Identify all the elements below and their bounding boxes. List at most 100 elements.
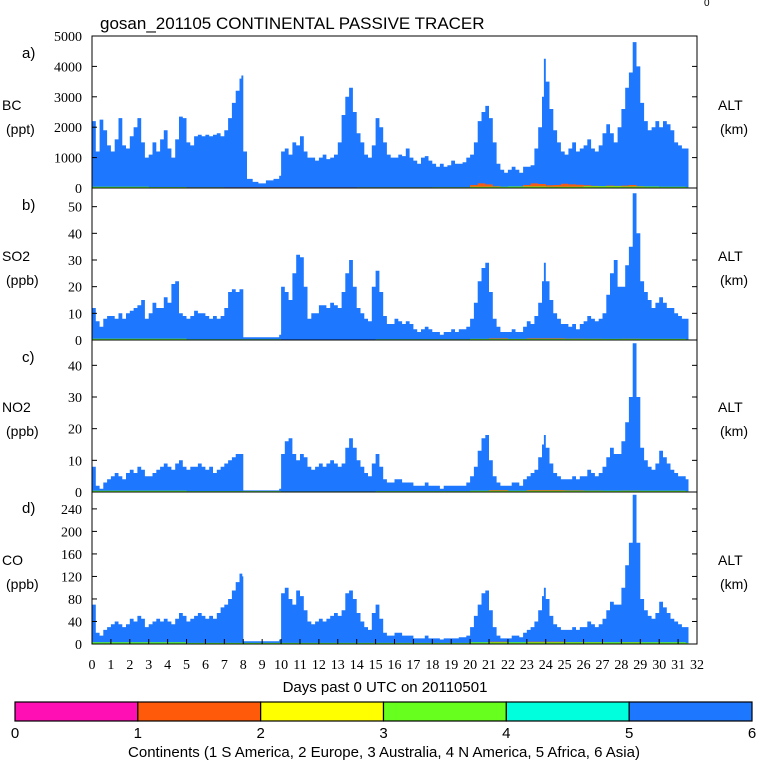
x-tick-label: 31 xyxy=(671,658,685,673)
x-tick-label: 17 xyxy=(406,658,420,673)
x-tick-label: 3 xyxy=(145,658,152,673)
colorbar-swatch-1 xyxy=(14,701,139,722)
colorbar-tick-label: 0 xyxy=(11,725,19,742)
x-tick-label: 14 xyxy=(350,658,364,673)
panels: 010002000300040005000a)BC(ppt)ALT(km)010… xyxy=(2,30,748,653)
x-tick-label: 30 xyxy=(652,658,666,673)
x-tick-label: 13 xyxy=(331,658,345,673)
y-tick-label: 20 xyxy=(68,423,82,438)
y-tick-label: 120 xyxy=(61,570,82,585)
x-tick-label: 15 xyxy=(369,658,383,673)
x-tick-label: 0 xyxy=(89,658,96,673)
x-tick-label: 20 xyxy=(463,658,477,673)
x-tick-label: 6 xyxy=(202,658,209,673)
y-tick-label: 0 xyxy=(75,334,82,349)
species-label: CO xyxy=(2,552,23,568)
alt-label: ALT xyxy=(718,399,743,415)
x-tick-label: 12 xyxy=(312,658,326,673)
y-tick-label: 40 xyxy=(68,615,82,630)
x-tick-label: 19 xyxy=(444,658,458,673)
y-tick-label: 10 xyxy=(68,454,82,469)
y-tick-label: 240 xyxy=(61,503,82,518)
unit-label: (ppt) xyxy=(6,121,35,137)
colorbar-swatch-3 xyxy=(260,701,385,722)
colorbar: 0 1 2 3 4 5 6 xyxy=(11,701,756,742)
alt-unit-label: (km) xyxy=(720,272,748,288)
y-tick-label: 5000 xyxy=(54,30,82,45)
y-tick-label: 3000 xyxy=(54,91,82,106)
y-tick-label: 160 xyxy=(61,548,82,563)
x-tick-label: 23 xyxy=(520,658,534,673)
x-tick-label: 28 xyxy=(614,658,628,673)
species-label: BC xyxy=(2,97,21,113)
x-axis-label: Days past 0 UTC on 20110501 xyxy=(283,679,488,696)
x-tick-label: 8 xyxy=(240,658,247,673)
figure-title: gosan_201105 CONTINENTAL PASSIVE TRACER xyxy=(100,14,485,33)
panel-label: d) xyxy=(22,500,35,517)
y-tick-label: 0 xyxy=(75,486,82,501)
x-tick-label: 10 xyxy=(274,658,288,673)
x-tick-label: 9 xyxy=(259,658,266,673)
panel-label: a) xyxy=(22,45,35,62)
alt-label: ALT xyxy=(718,97,743,113)
x-tick-label: 29 xyxy=(633,658,647,673)
unit-label: (ppb) xyxy=(6,272,39,288)
y-tick-label: 2000 xyxy=(54,121,82,136)
y-tick-label: 20 xyxy=(68,281,82,296)
y-tick-label: 0 xyxy=(75,638,82,653)
y-tick-label: 200 xyxy=(61,525,82,540)
y-tick-label: 30 xyxy=(68,391,82,406)
species-label: NO2 xyxy=(2,399,31,415)
x-tick-label: 22 xyxy=(501,658,515,673)
x-tick-label: 1 xyxy=(107,658,114,673)
y-tick-label: 4000 xyxy=(54,60,82,75)
panel-no2: 0 10 20 30 40 c) NO2 (ppb) ALT (km) xyxy=(2,339,748,501)
series-no2-asia xyxy=(92,343,689,492)
x-tick-label: 32 xyxy=(690,658,704,673)
colorbar-label: Continents (1 S America, 2 Europe, 3 Aus… xyxy=(128,744,640,761)
x-tick-label: 24 xyxy=(539,658,553,673)
x-tick-label: 2 xyxy=(126,658,133,673)
alt-unit-label: (km) xyxy=(720,121,748,137)
colorbar-tick-label: 2 xyxy=(256,725,264,742)
panel-co: 0 40 80 120 160 200 240 d) CO (ppb) ALT (km) xyxy=(2,491,748,653)
x-tick-label: 5 xyxy=(183,658,190,673)
unit-label: (ppb) xyxy=(6,576,39,592)
colorbar-tick-label: 4 xyxy=(502,725,510,742)
x-tick-label: 21 xyxy=(482,658,496,673)
y-tick-label: 30 xyxy=(68,254,82,269)
y-tick-label: 40 xyxy=(68,227,82,242)
colorbar-tick-label: 5 xyxy=(625,725,633,742)
panel-label: b) xyxy=(22,197,35,214)
panel-label: c) xyxy=(22,349,35,366)
colorbar-swatch-6 xyxy=(628,701,753,722)
x-tick-label: 18 xyxy=(425,658,439,673)
colorbar-tick-label: 1 xyxy=(134,725,142,742)
y-tick-label: 50 xyxy=(68,201,82,216)
alt-label: ALT xyxy=(718,248,743,264)
alt-unit-label: (km) xyxy=(720,576,748,592)
x-tick-label: 11 xyxy=(293,658,306,673)
series-bc-asia xyxy=(92,42,689,188)
y-tick-label: 10 xyxy=(68,307,82,322)
colorbar-swatch-5 xyxy=(505,701,630,722)
y-tick-label: 40 xyxy=(68,359,82,374)
y-tick-label: 80 xyxy=(68,593,82,608)
colorbar-tick-label: 3 xyxy=(379,725,387,742)
x-axis: 0 1 2 3 4 5 6 7 8 9 10 11 12 13 14 15 16 17 18 19 20 21 22 23 24… xyxy=(89,639,704,673)
x-tick-label: 7 xyxy=(221,658,228,673)
colorbar-swatch-2 xyxy=(137,701,262,722)
panel-so2: 0 10 20 30 40 50 b) SO2 (ppb) ALT (km) xyxy=(2,187,748,349)
corner-mark: 0 xyxy=(704,0,710,9)
series-co-asia xyxy=(92,494,689,644)
x-tick-label: 16 xyxy=(388,658,402,673)
x-tick-label: 27 xyxy=(595,658,609,673)
y-tick-label: 1000 xyxy=(54,152,82,167)
colorbar-tick-label: 6 xyxy=(748,725,756,742)
colorbar-swatch-4 xyxy=(382,701,507,722)
y-tick-label: 0 xyxy=(75,182,82,197)
x-tick-label: 4 xyxy=(164,658,171,673)
x-tick-label: 25 xyxy=(558,658,572,673)
alt-unit-label: (km) xyxy=(720,423,748,439)
